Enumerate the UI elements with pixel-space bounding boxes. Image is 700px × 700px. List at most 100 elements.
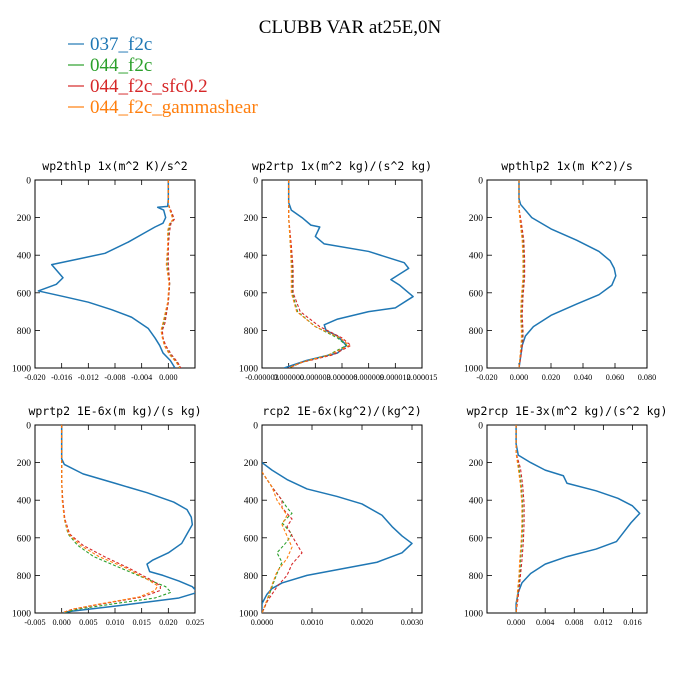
x-tick-label: 0.015 xyxy=(132,618,150,627)
y-tick-label: 0 xyxy=(26,177,31,187)
series-line xyxy=(160,180,181,368)
x-tick-label: -0.020 xyxy=(24,373,45,382)
y-tick-label: 800 xyxy=(17,327,32,337)
y-tick-label: 400 xyxy=(469,252,484,262)
chart-panel: wp2rcp 1E-3x(m^2 kg)/(s^2 kg) 0 200 400 600 8… xyxy=(464,404,667,627)
legend-label: 044_f2c_sfc0.2 xyxy=(90,76,208,97)
y-tick-label: 0 xyxy=(253,177,258,187)
chart-panel: rcp2 1E-6x(kg^2)/(kg^2) 0 200 400 600 800 1000… xyxy=(239,404,423,627)
panel-grid: wp2thlp 1x(m^2 K)/s^202004006008001000-0… xyxy=(12,159,667,627)
x-tick-label: 0.012 xyxy=(594,618,612,627)
series-line xyxy=(262,471,293,613)
x-tick-label: -0.020 xyxy=(476,373,497,382)
x-tick-label: 0.000000 xyxy=(273,373,304,382)
x-tick-label: -0.004 xyxy=(131,373,152,382)
y-tick-label: 1000 xyxy=(12,610,31,620)
y-tick-label: 200 xyxy=(17,459,32,469)
x-tick-label: 0.005 xyxy=(79,618,97,627)
x-tick-label: 0.0010 xyxy=(301,618,324,627)
y-tick-label: 800 xyxy=(17,572,32,582)
y-tick-label: 200 xyxy=(469,459,484,469)
x-tick-label: 0.000006 xyxy=(327,373,358,382)
x-tick-label: 0.000 xyxy=(510,373,528,382)
y-tick-label: 0 xyxy=(478,422,483,432)
series-line xyxy=(37,180,176,368)
legend-label: 037_f2c xyxy=(90,34,152,55)
x-tick-label: 0.060 xyxy=(606,373,624,382)
panel-title: rcp2 1E-6x(kg^2)/(kg^2) xyxy=(262,404,421,418)
y-tick-label: 800 xyxy=(244,327,259,337)
series-group xyxy=(37,180,182,368)
x-tick-label: -0.008 xyxy=(104,373,125,382)
panel-title: wp2thlp 1x(m^2 K)/s^2 xyxy=(42,159,187,173)
y-tick-label: 800 xyxy=(244,572,259,582)
y-tick-label: 200 xyxy=(244,459,259,469)
series-group xyxy=(262,462,413,613)
y-tick-label: 600 xyxy=(17,289,32,299)
series-group xyxy=(515,425,641,613)
panel-title: wpthlp2 1x(m K^2)/s xyxy=(501,159,633,173)
series-line xyxy=(61,425,159,613)
x-tick-label: 0.020 xyxy=(542,373,560,382)
figure-title: CLUBB VAR at25E,0N xyxy=(259,17,442,38)
plot-frame xyxy=(486,424,648,614)
y-tick-label: 1000 xyxy=(464,610,483,620)
y-tick-label: 400 xyxy=(469,497,484,507)
panel-title: wp2rtp 1x(m^2 kg)/(s^2 kg) xyxy=(252,159,432,173)
legend-label: 044_f2c xyxy=(90,55,152,76)
plot-frame xyxy=(486,179,648,369)
series-group xyxy=(60,425,195,613)
series-line xyxy=(288,180,352,368)
chart-panel: wp2rtp 1x(m^2 kg)/(s^2 kg) 0 200 400 600 800 1… xyxy=(239,159,437,382)
y-tick-label: 1000 xyxy=(12,365,31,375)
x-tick-label: 0.0030 xyxy=(401,618,424,627)
legend-label: 044_f2c_gammashear xyxy=(90,97,258,118)
chart-panel: wprtp2 1E-6x(m kg)/(s kg) 0 200 400 600 800 10… xyxy=(12,404,204,627)
x-tick-label: -0.012 xyxy=(78,373,99,382)
series-line xyxy=(515,425,525,613)
series-line xyxy=(518,180,526,368)
x-tick-label: 0.080 xyxy=(638,373,656,382)
y-tick-label: 400 xyxy=(244,497,259,507)
y-tick-label: 200 xyxy=(244,214,259,224)
y-tick-label: 1000 xyxy=(239,365,258,375)
x-tick-label: -0.000003 xyxy=(245,373,278,382)
plot-frame xyxy=(261,424,423,614)
y-tick-label: 800 xyxy=(469,327,484,337)
y-tick-label: 1000 xyxy=(239,610,258,620)
panel-title: wprtp2 1E-6x(m kg)/(s kg) xyxy=(28,404,201,418)
x-tick-label: 0.016 xyxy=(623,618,641,627)
series-line xyxy=(288,180,350,368)
series-line xyxy=(515,425,523,613)
x-tick-label: 0.000 xyxy=(507,618,525,627)
y-tick-label: 400 xyxy=(244,252,259,262)
x-tick-label: 0.010 xyxy=(106,618,124,627)
y-tick-label: 0 xyxy=(478,177,483,187)
x-tick-label: 0.000012 xyxy=(380,373,411,382)
x-tick-label: 0.025 xyxy=(186,618,204,627)
y-tick-label: 600 xyxy=(244,534,259,544)
y-tick-label: 200 xyxy=(17,214,32,224)
x-tick-label: 0.000015 xyxy=(407,373,438,382)
x-tick-label: -0.005 xyxy=(24,618,45,627)
x-tick-label: 0.040 xyxy=(574,373,592,382)
x-tick-label: 0.000 xyxy=(52,618,70,627)
series-line xyxy=(518,180,617,368)
series-group xyxy=(283,180,414,368)
y-tick-label: 800 xyxy=(469,572,484,582)
x-tick-label: 0.000 xyxy=(159,373,177,382)
x-tick-label: 0.000009 xyxy=(353,373,384,382)
series-line xyxy=(515,425,641,613)
x-tick-label: 0.0020 xyxy=(351,618,374,627)
y-tick-label: 400 xyxy=(17,497,32,507)
y-tick-label: 600 xyxy=(17,534,32,544)
x-tick-label: 0.008 xyxy=(565,618,583,627)
y-tick-label: 600 xyxy=(244,289,259,299)
series-line xyxy=(518,180,524,368)
chart-panel: wpthlp2 1x(m K^2)/s 0 200 400 600 800 1000-0.0… xyxy=(464,159,656,382)
x-tick-label: 0.000003 xyxy=(300,373,331,382)
x-tick-label: 0.0000 xyxy=(251,618,274,627)
series-line xyxy=(60,425,195,613)
